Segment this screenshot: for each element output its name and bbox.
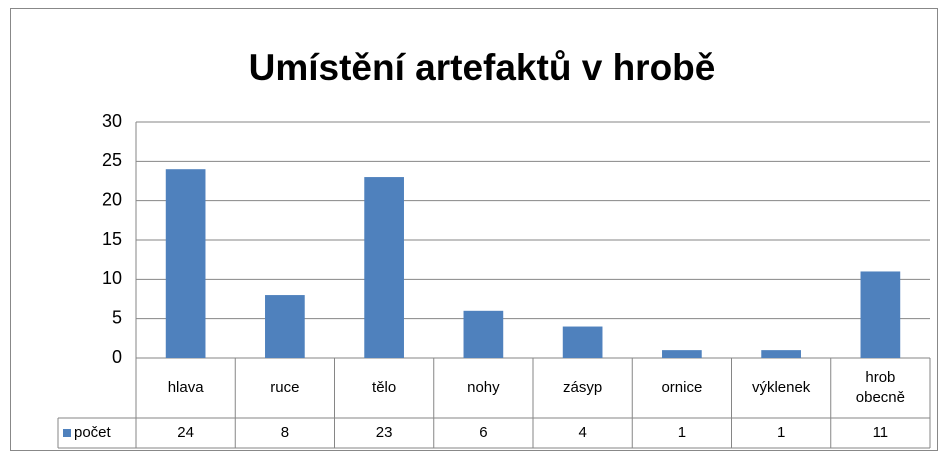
x-tick-label: hrob obecně [831,358,930,418]
y-tick-label: 5 [112,307,122,327]
category-text: ornice [661,379,703,396]
bar [860,271,901,358]
x-tick-label: ornice [632,358,731,418]
bar [463,310,504,358]
category-text: nohy [467,379,500,396]
bar [165,169,206,358]
bar [761,350,801,358]
legend-swatch [63,429,71,437]
chart-title: Umístění artefaktů v hrobě [249,47,716,88]
table-value: 1 [678,424,686,441]
x-tick-label: výklenek [732,358,831,418]
table-value: 1 [777,424,785,441]
table-value: 11 [873,424,889,441]
category-text: hlava [167,379,204,396]
table-value: 4 [578,424,586,441]
legend-label: počet [74,424,112,441]
category-text: výklenek [751,379,811,396]
category-text: zásyp [563,379,603,396]
bar [265,295,305,358]
x-tick-label: hlava [136,358,235,418]
table-value: 6 [479,424,487,441]
table-value: 24 [177,424,194,441]
bar [364,177,404,358]
x-tick-label: tělo [335,358,434,418]
category-text: hrob obecně [855,369,905,406]
x-tick-label: nohy [434,358,533,418]
y-tick-label: 30 [102,111,122,131]
x-tick-label: ruce [235,358,334,418]
table-value: 8 [281,424,289,441]
bar [562,326,603,358]
category-text: ruce [270,379,300,396]
y-tick-label: 15 [102,229,122,249]
bar [662,350,702,358]
y-tick-label: 0 [112,347,122,367]
chart-border [10,8,938,451]
category-text: tělo [372,379,397,396]
table-value: 23 [376,424,393,441]
x-tick-label: zásyp [533,358,632,418]
y-tick-label: 25 [102,150,122,170]
y-tick-label: 10 [102,268,122,288]
y-tick-label: 20 [102,189,122,209]
